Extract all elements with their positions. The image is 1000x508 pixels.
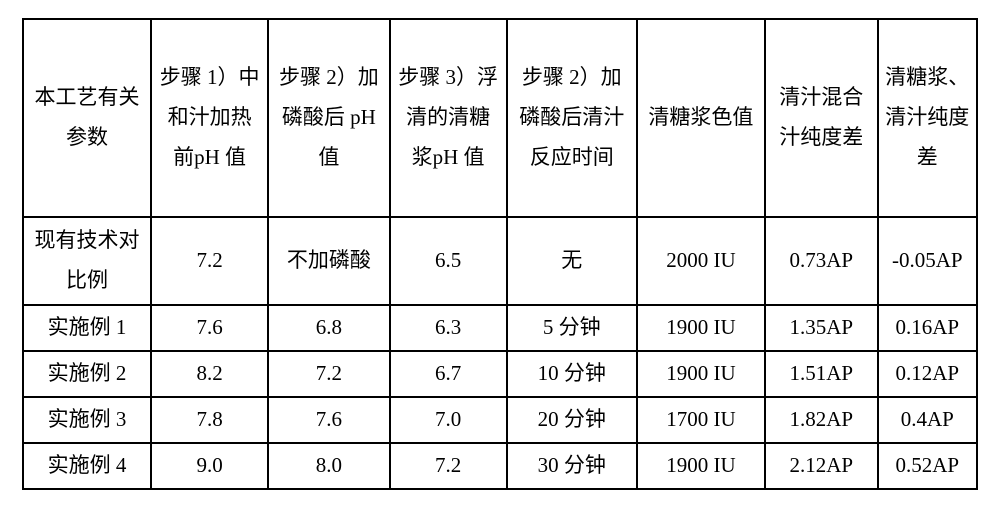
cell: 20 分钟: [507, 397, 637, 443]
cell: 0.52AP: [878, 443, 977, 489]
cell: 6.3: [390, 305, 507, 351]
cell: 无: [507, 217, 637, 305]
cell: 1.35AP: [765, 305, 878, 351]
table-body: 现有技术对比例7.2不加磷酸6.5无2000 IU0.73AP-0.05AP实施…: [23, 217, 977, 489]
cell: 7.2: [268, 351, 389, 397]
cell: 9.0: [151, 443, 268, 489]
cell: 7.2: [390, 443, 507, 489]
col-header: 步骤 2）加磷酸后 pH 值: [268, 19, 389, 217]
col-header: 步骤 1）中和汁加热前pH 值: [151, 19, 268, 217]
cell: 7.6: [268, 397, 389, 443]
col-header: 步骤 2）加磷酸后清汁反应时间: [507, 19, 637, 217]
cell: 0.4AP: [878, 397, 977, 443]
table-row: 现有技术对比例7.2不加磷酸6.5无2000 IU0.73AP-0.05AP: [23, 217, 977, 305]
table-row: 实施例 37.87.67.020 分钟1700 IU1.82AP0.4AP: [23, 397, 977, 443]
cell: 30 分钟: [507, 443, 637, 489]
cell: 7.6: [151, 305, 268, 351]
cell: 8.0: [268, 443, 389, 489]
cell: 1.51AP: [765, 351, 878, 397]
cell: 6.5: [390, 217, 507, 305]
cell: 7.2: [151, 217, 268, 305]
cell: 1900 IU: [637, 443, 765, 489]
row-label: 实施例 3: [23, 397, 151, 443]
row-label: 现有技术对比例: [23, 217, 151, 305]
cell: 8.2: [151, 351, 268, 397]
col-header: 清汁混合汁纯度差: [765, 19, 878, 217]
parameters-table: 本工艺有关参数 步骤 1）中和汁加热前pH 值 步骤 2）加磷酸后 pH 值 步…: [22, 18, 978, 490]
cell: -0.05AP: [878, 217, 977, 305]
col-header: 步骤 3）浮清的清糖浆pH 值: [390, 19, 507, 217]
cell: 5 分钟: [507, 305, 637, 351]
col-header: 本工艺有关参数: [23, 19, 151, 217]
cell: 2000 IU: [637, 217, 765, 305]
cell: 6.8: [268, 305, 389, 351]
cell: 1900 IU: [637, 351, 765, 397]
col-header: 清糖浆、清汁纯度差: [878, 19, 977, 217]
cell: 2.12AP: [765, 443, 878, 489]
row-label: 实施例 1: [23, 305, 151, 351]
cell: 0.12AP: [878, 351, 977, 397]
row-label: 实施例 2: [23, 351, 151, 397]
row-label: 实施例 4: [23, 443, 151, 489]
cell: 7.0: [390, 397, 507, 443]
cell: 7.8: [151, 397, 268, 443]
cell: 0.16AP: [878, 305, 977, 351]
page: 本工艺有关参数 步骤 1）中和汁加热前pH 值 步骤 2）加磷酸后 pH 值 步…: [0, 0, 1000, 508]
cell: 不加磷酸: [268, 217, 389, 305]
cell: 0.73AP: [765, 217, 878, 305]
table-header-row: 本工艺有关参数 步骤 1）中和汁加热前pH 值 步骤 2）加磷酸后 pH 值 步…: [23, 19, 977, 217]
table-row: 实施例 17.66.86.35 分钟1900 IU1.35AP0.16AP: [23, 305, 977, 351]
col-header: 清糖浆色值: [637, 19, 765, 217]
cell: 1700 IU: [637, 397, 765, 443]
table-row: 实施例 28.27.26.710 分钟1900 IU1.51AP0.12AP: [23, 351, 977, 397]
cell: 10 分钟: [507, 351, 637, 397]
cell: 1900 IU: [637, 305, 765, 351]
cell: 6.7: [390, 351, 507, 397]
cell: 1.82AP: [765, 397, 878, 443]
table-row: 实施例 49.08.07.230 分钟1900 IU2.12AP0.52AP: [23, 443, 977, 489]
